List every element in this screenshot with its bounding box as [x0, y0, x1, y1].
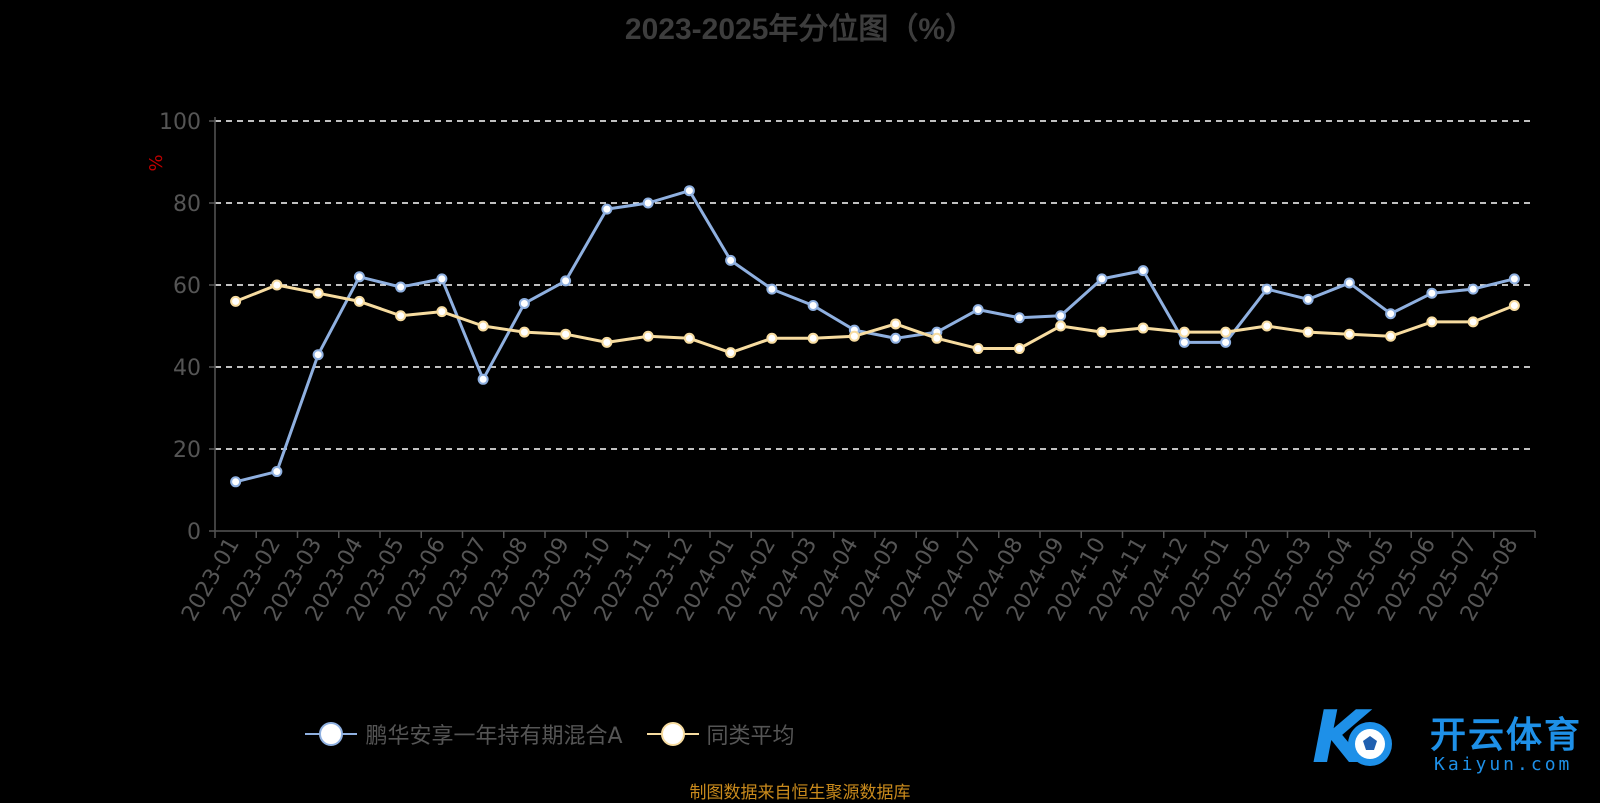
chart-title: 2023-2025年分位图（%）	[624, 13, 976, 46]
watermark-text: 开云体育	[1430, 715, 1583, 756]
data-point-1	[1055, 320, 1067, 332]
data-point-0	[1426, 287, 1438, 299]
data-point-1	[1508, 300, 1520, 311]
data-point-1	[395, 310, 407, 322]
data-point-1	[353, 295, 365, 307]
data-point-0	[972, 304, 984, 316]
data-point-1	[1343, 328, 1355, 340]
data-point-1	[560, 328, 572, 340]
data-point-0	[312, 349, 324, 361]
data-point-1	[1261, 320, 1273, 332]
data-point-1	[601, 336, 613, 348]
chart-svg: 020406080100%2023-012023-022023-032023-0…	[146, 110, 1536, 626]
data-point-0	[1178, 336, 1190, 348]
data-point-1	[972, 343, 984, 355]
data-point-1	[477, 320, 489, 332]
legend-item-average[interactable]: 同类平均	[646, 718, 795, 750]
data-point-0	[518, 297, 530, 309]
data-point-0	[683, 185, 695, 197]
data-point-1	[890, 318, 902, 330]
data-point-1	[848, 330, 860, 342]
legend: 鹏华安享一年持有期混合A 同类平均	[0, 718, 1100, 750]
series-line-0	[235, 189, 1515, 484]
data-point-0	[601, 203, 613, 215]
data-point-0	[1467, 283, 1479, 295]
data-point-0	[1343, 277, 1355, 289]
data-point-1	[312, 287, 324, 299]
data-point-1	[1096, 326, 1108, 338]
data-point-0	[1508, 273, 1520, 285]
data-point-0	[890, 332, 902, 344]
y-tick-label: 100	[159, 110, 201, 135]
legend-swatch-average	[646, 721, 699, 747]
legend-label-average: 同类平均	[706, 724, 795, 749]
data-point-1	[230, 295, 242, 307]
y-tick-label: 20	[173, 438, 201, 463]
data-point-0	[271, 466, 283, 478]
data-point-1	[1426, 316, 1438, 328]
data-point-0	[1096, 273, 1108, 285]
data-point-0	[642, 197, 654, 209]
y-tick-label: 0	[187, 520, 201, 545]
y-tick-label: 40	[173, 356, 201, 381]
data-point-1	[271, 279, 283, 291]
data-point-1	[766, 332, 778, 344]
data-point-0	[1261, 283, 1273, 295]
data-point-1	[1137, 322, 1149, 334]
data-point-0	[807, 300, 819, 311]
data-point-1	[1467, 316, 1479, 328]
legend-item-fund[interactable]: 鹏华安享一年持有期混合A	[305, 718, 623, 750]
data-point-0	[477, 373, 489, 385]
data-point-1	[1302, 326, 1314, 338]
data-point-0	[560, 275, 572, 287]
data-point-0	[436, 273, 448, 285]
series-line-1	[235, 283, 1515, 355]
data-point-0	[725, 254, 737, 266]
y-tick-label: 80	[173, 192, 201, 217]
kaiyun-logo-icon: K	[1312, 700, 1392, 779]
data-point-1	[931, 332, 943, 344]
data-point-1	[642, 330, 654, 342]
data-point-0	[230, 476, 242, 488]
data-point-0	[1220, 336, 1232, 348]
watermark-subtext: Kaiyun.com	[1434, 754, 1573, 775]
data-point-1	[683, 332, 695, 344]
data-point-1	[1178, 326, 1190, 338]
y-unit-label: %	[146, 154, 167, 171]
data-point-1	[1013, 343, 1025, 355]
data-point-0	[1013, 312, 1025, 324]
y-tick-label: 60	[173, 274, 201, 299]
data-point-0	[766, 283, 778, 295]
legend-label-fund: 鹏华安享一年持有期混合A	[365, 724, 623, 749]
data-point-0	[395, 281, 407, 293]
data-point-1	[518, 326, 530, 338]
data-point-1	[436, 306, 448, 318]
data-point-1	[725, 347, 737, 359]
data-point-1	[1385, 330, 1397, 342]
source-note: 制图数据来自恒生聚源数据库	[689, 783, 911, 803]
data-point-1	[807, 332, 819, 344]
data-point-0	[1055, 310, 1067, 322]
data-point-0	[353, 271, 365, 283]
data-point-0	[1385, 308, 1397, 320]
data-point-1	[1220, 326, 1232, 338]
legend-swatch-fund	[305, 721, 358, 747]
data-point-0	[1302, 293, 1314, 305]
data-point-0	[1137, 265, 1149, 277]
